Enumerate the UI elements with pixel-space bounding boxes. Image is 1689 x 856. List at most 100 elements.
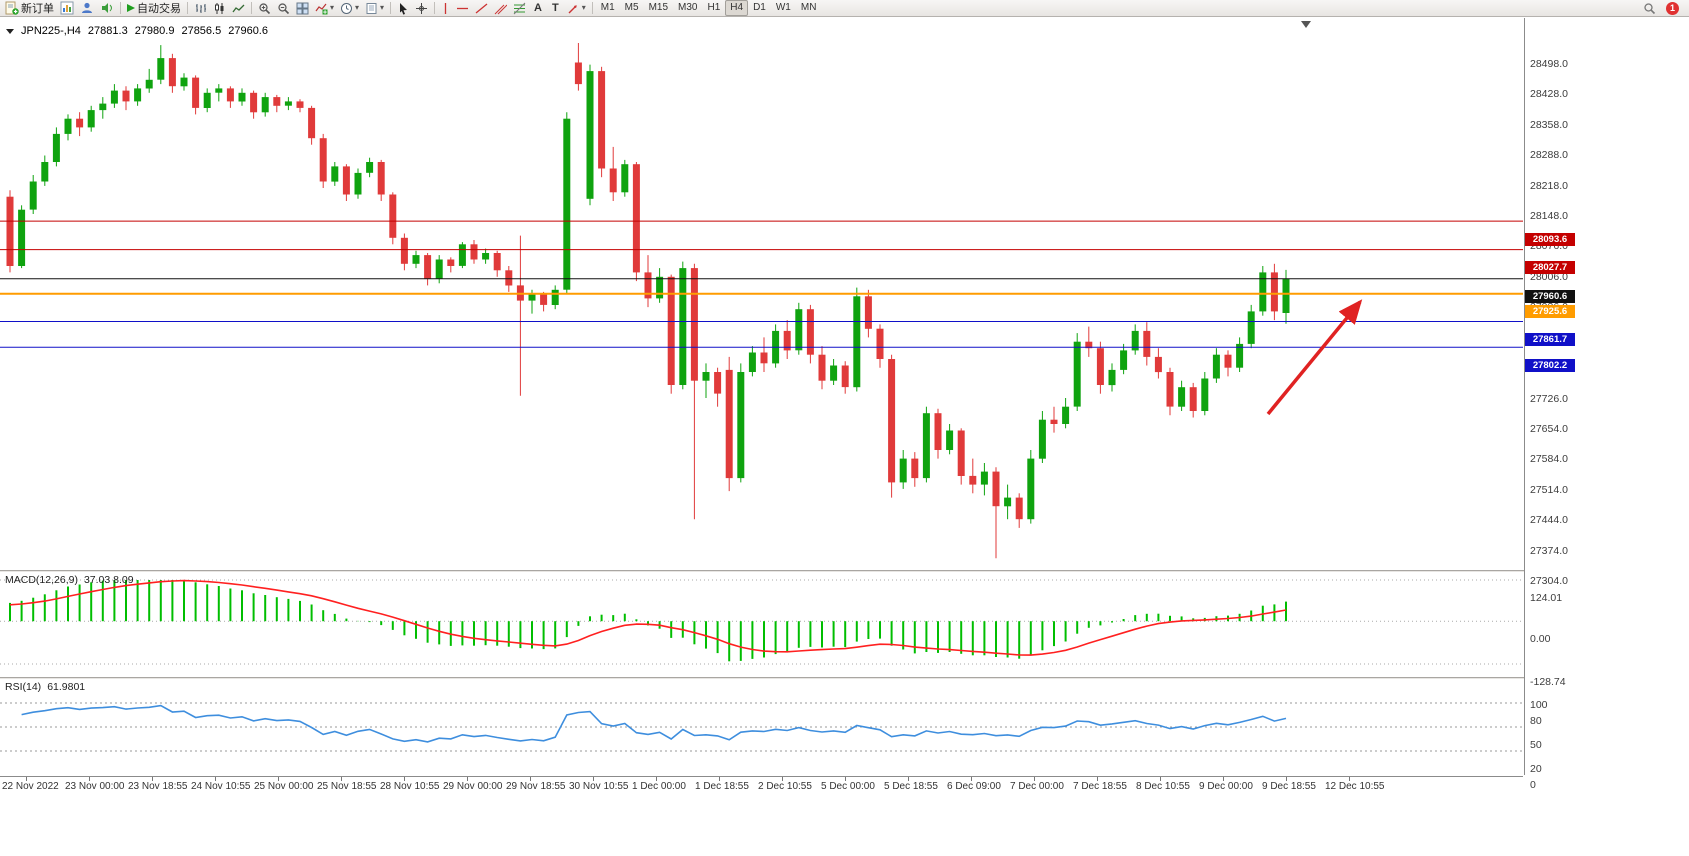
time-axis-label: 7 Dec 18:55 xyxy=(1073,781,1127,792)
price-axis-label: 28498.0 xyxy=(1530,58,1568,70)
time-axis-tick xyxy=(656,777,657,781)
profile-icon xyxy=(82,2,92,13)
price-axis-label: 27726.0 xyxy=(1530,393,1568,405)
time-axis-tick xyxy=(845,777,846,781)
time-axis-tick xyxy=(530,777,531,781)
horizontal-line-tool-button[interactable] xyxy=(453,0,472,16)
price-line-tag: 27960.6 xyxy=(1525,290,1575,303)
alerts-button[interactable] xyxy=(97,0,117,16)
templates-button[interactable]: ▾ xyxy=(362,0,387,16)
time-axis-tick xyxy=(215,777,216,781)
timeframe-m15-button[interactable]: M15 xyxy=(648,2,669,13)
price-axis[interactable]: 28498.0 28428.0 28358.0 28288.0 28218.0 28148… xyxy=(1524,18,1689,791)
notification-badge[interactable]: 1 xyxy=(1666,1,1679,15)
indicators-button[interactable]: ▾ xyxy=(312,0,337,16)
channel-icon xyxy=(494,4,508,14)
auto-trading-button[interactable]: 自动交易 xyxy=(124,0,184,16)
new-order-button[interactable]: 新订单 xyxy=(2,0,57,16)
timeframe-d1-button[interactable]: D1 xyxy=(753,2,766,13)
time-axis-tick xyxy=(782,777,783,781)
label-tool-button[interactable]: T xyxy=(547,0,564,16)
sound-icon xyxy=(102,3,112,13)
vertical-line-tool-button[interactable] xyxy=(438,0,453,16)
rsi-axis-label: 80 xyxy=(1530,715,1542,727)
time-axis-label: 24 Nov 10:55 xyxy=(191,781,251,792)
time-axis[interactable]: 22 Nov 2022 23 Nov 00:00 23 Nov 18:55 24 No… xyxy=(0,776,1523,795)
price-axis-label: 28006.0 xyxy=(1530,271,1568,283)
label-tool-icon: T xyxy=(552,2,559,14)
rsi-axis-label: 100 xyxy=(1530,699,1548,711)
bar-chart-type-button[interactable] xyxy=(191,0,210,16)
rsi-panel[interactable]: RSI(14) 61.9801 xyxy=(0,679,1523,775)
time-axis-tick xyxy=(152,777,153,781)
candlestick-type-button[interactable] xyxy=(210,0,229,16)
text-tool-button[interactable]: A xyxy=(529,0,547,16)
time-axis-tick xyxy=(1286,777,1287,781)
price-axis-label: 28148.0 xyxy=(1530,210,1568,222)
timeframe-h1-button[interactable]: H1 xyxy=(707,2,721,13)
time-axis-label: 9 Dec 00:00 xyxy=(1199,781,1253,792)
time-axis-tick xyxy=(26,777,27,781)
candlestick-plot[interactable] xyxy=(0,18,1523,570)
chart-high-value: 27980.9 xyxy=(134,25,175,37)
channel-tool-button[interactable] xyxy=(491,0,510,16)
time-axis-label: 25 Nov 00:00 xyxy=(254,781,314,792)
collapse-triangle-icon[interactable] xyxy=(6,28,14,34)
time-axis-label: 5 Dec 00:00 xyxy=(821,781,875,792)
crosshair-icon xyxy=(416,2,428,14)
arrows-tool-button[interactable]: ▾ xyxy=(564,0,589,16)
time-axis-label: 23 Nov 00:00 xyxy=(65,781,125,792)
price-axis-label: 27514.0 xyxy=(1530,484,1568,496)
panel-splitter[interactable] xyxy=(0,570,1689,572)
rsi-label: RSI(14) 61.9801 xyxy=(5,681,85,693)
chart-ohlc-title: JPN225-,H4 27881.3 27980.9 27856.5 27960… xyxy=(6,25,268,37)
price-axis-label: 27374.0 xyxy=(1530,545,1568,557)
cursor-icon xyxy=(400,2,408,15)
crosshair-tool-button[interactable] xyxy=(412,0,431,16)
macd-panel[interactable]: MACD(12,26,9) 37.03 8.09 xyxy=(0,572,1523,677)
periods-button[interactable]: ▾ xyxy=(337,0,362,16)
time-axis-label: 22 Nov 2022 xyxy=(2,781,59,792)
macd-label: MACD(12,26,9) 37.03 8.09 xyxy=(5,574,134,586)
text-tool-icon: A xyxy=(534,2,542,14)
macd-axis-label: -128.74 xyxy=(1530,676,1566,688)
time-axis-label: 28 Nov 10:55 xyxy=(380,781,440,792)
timeframe-m5-button[interactable]: M5 xyxy=(624,2,639,13)
line-chart-type-button[interactable] xyxy=(229,0,248,16)
profile-button[interactable] xyxy=(77,0,97,16)
timeframe-w1-button[interactable]: W1 xyxy=(775,2,791,13)
zoom-in-button[interactable] xyxy=(255,0,274,16)
cursor-tool-button[interactable] xyxy=(394,0,412,16)
candlestick-icon xyxy=(215,2,224,14)
trendline-tool-button[interactable] xyxy=(472,0,491,16)
fibonacci-tool-button[interactable] xyxy=(510,0,529,16)
rsi-plot xyxy=(0,702,1523,752)
ohlc-bars-icon xyxy=(196,3,206,13)
timeframe-h4-button[interactable]: H4 xyxy=(725,0,749,16)
macd-name: MACD(12,26,9) xyxy=(5,574,78,586)
time-axis-label: 6 Dec 09:00 xyxy=(947,781,1001,792)
time-axis-label: 29 Nov 00:00 xyxy=(443,781,503,792)
price-axis-label: 28428.0 xyxy=(1530,88,1568,100)
zoom-out-button[interactable] xyxy=(274,0,293,16)
price-line-tag: 27802.2 xyxy=(1525,359,1575,372)
toolbar-right-group: 1 xyxy=(1643,1,1689,15)
chart-low-value: 27856.5 xyxy=(181,25,222,37)
charts-button[interactable] xyxy=(57,0,77,16)
panel-splitter[interactable] xyxy=(0,677,1689,679)
timeframe-m30-button[interactable]: M30 xyxy=(678,2,698,13)
time-axis-tick xyxy=(1097,777,1098,781)
tile-windows-button[interactable] xyxy=(293,0,312,16)
search-icon[interactable] xyxy=(1643,2,1656,15)
time-axis-tick xyxy=(971,777,972,781)
price-line-tag: 28093.6 xyxy=(1525,233,1575,246)
template-doc-icon xyxy=(366,2,377,14)
time-axis-label: 23 Nov 18:55 xyxy=(128,781,188,792)
timeframe-mn-button[interactable]: MN xyxy=(800,2,817,13)
timeframe-m1-button[interactable]: M1 xyxy=(600,2,615,13)
new-order-icon xyxy=(5,1,19,15)
main-price-chart[interactable]: JPN225-,H4 27881.3 27980.9 27856.5 27960… xyxy=(0,18,1523,570)
horizontal-line-icon xyxy=(457,7,469,9)
auto-trading-label: 自动交易 xyxy=(137,3,181,15)
time-axis-label: 2 Dec 10:55 xyxy=(758,781,812,792)
